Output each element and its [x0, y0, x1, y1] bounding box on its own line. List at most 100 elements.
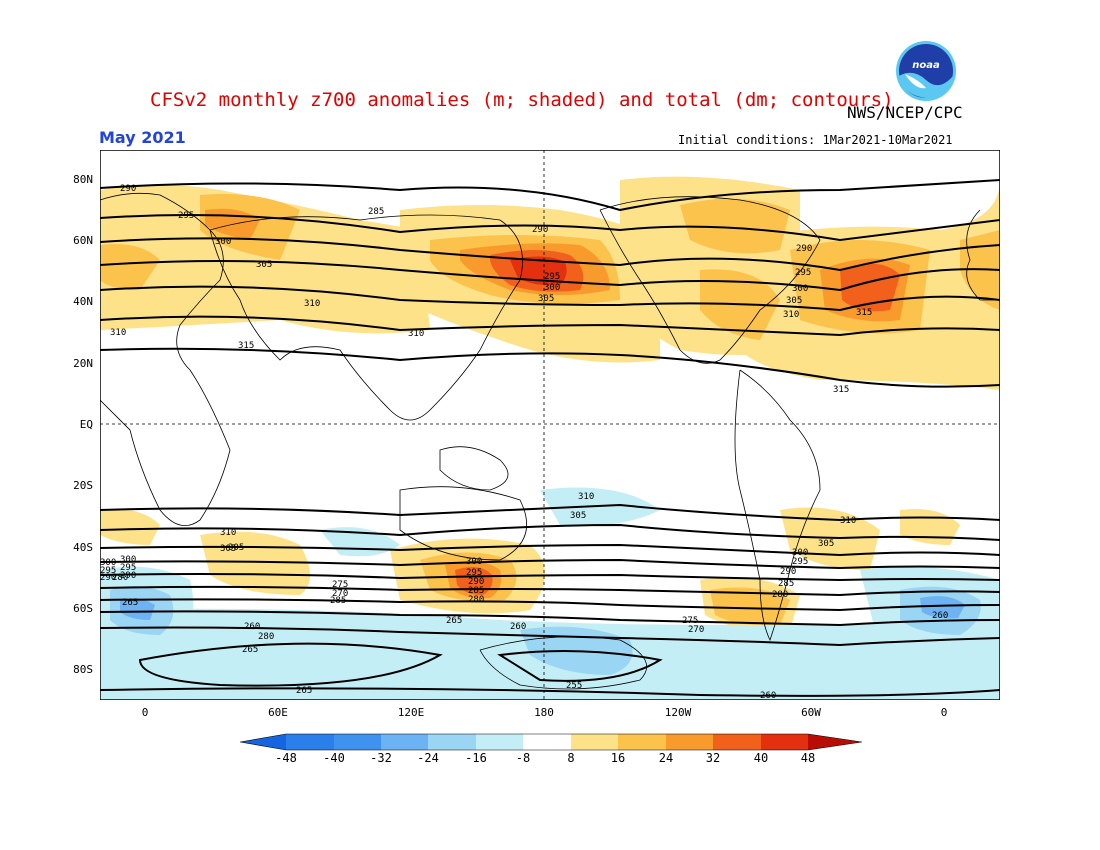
coastlines	[100, 192, 1000, 690]
contour-label: 295	[100, 566, 116, 576]
contour-label: 260	[510, 622, 526, 632]
contour-label: 295	[178, 211, 194, 221]
colorbar-label: -32	[370, 751, 392, 765]
contour-label: 285	[330, 596, 346, 606]
contour-label: 310	[220, 528, 236, 538]
contour-label: 275	[332, 580, 348, 590]
colorbar-label: -48	[275, 751, 297, 765]
contour-label: 265	[122, 598, 138, 608]
contour-labels: 290 285 295 300 305 310 315 290 295 300 …	[100, 184, 948, 700]
contour-label: 285	[468, 586, 484, 596]
lon-label: 120W	[664, 706, 692, 719]
colorbar-cell	[571, 734, 618, 750]
positive-anomaly-shading	[100, 176, 1000, 390]
colorbar-label: 8	[567, 751, 575, 765]
contour-label: 300	[792, 284, 808, 294]
contour-label: 290	[120, 571, 136, 581]
colorbar	[240, 733, 862, 751]
colorbar-cell	[618, 734, 666, 750]
colorbar-label: -8	[515, 751, 531, 765]
colorbar-cell	[808, 734, 862, 750]
contour-label: 265	[446, 616, 462, 626]
contour-label: 260	[760, 691, 776, 700]
contour-label: 310	[840, 516, 856, 526]
anomaly-map: 290 285 295 300 305 310 315 290 295 300 …	[100, 150, 1000, 700]
lat-label: 20S	[73, 479, 93, 492]
lat-label: 40S	[73, 541, 93, 554]
contour-label: 310	[304, 299, 320, 309]
lat-label: 40N	[73, 295, 93, 308]
lat-label: 60S	[73, 602, 93, 615]
contour-label: 265	[242, 645, 258, 655]
lon-label: 60E	[268, 706, 288, 719]
contour-label: 290	[120, 184, 136, 194]
colorbar-label: 24	[658, 751, 674, 765]
contour-label: 280	[772, 590, 788, 600]
contour-label: 310	[408, 329, 424, 339]
lat-label: 20N	[73, 357, 93, 370]
contour-label: 260	[932, 611, 948, 621]
contour-label: 280	[468, 595, 484, 605]
contour-label: 290	[468, 577, 484, 587]
colorbar-cell	[381, 734, 428, 750]
contour-label: 290	[532, 225, 548, 235]
contour-label: 270	[688, 625, 704, 635]
contour-label: 290	[780, 567, 796, 577]
colorbar-cell	[428, 734, 476, 750]
colorbar-label: 32	[705, 751, 721, 765]
contour-label: 295	[120, 563, 136, 573]
valid-month: May 2021	[99, 128, 186, 147]
colorbar-label: -16	[465, 751, 487, 765]
height-contours	[100, 179, 1000, 697]
contour-label: 315	[856, 308, 872, 318]
contour-label: 310	[783, 310, 799, 320]
initial-conditions: Initial conditions: 1Mar2021-10Mar2021	[678, 133, 953, 147]
contour-label: 260	[244, 622, 260, 632]
contour-label: 280	[258, 632, 274, 642]
contour-label: 255	[566, 681, 582, 691]
contour-label: 305	[570, 511, 586, 521]
contour-label: 305	[220, 544, 236, 554]
noaa-logo: noaa	[896, 41, 956, 101]
contour-label: 290	[100, 573, 116, 583]
contour-label: 300	[120, 555, 136, 565]
colorbar-cell	[713, 734, 761, 750]
contour-label: 265	[296, 686, 312, 696]
contour-label: 295	[792, 557, 808, 567]
contour-label: 300	[792, 548, 808, 558]
colorbar-label: -40	[323, 751, 345, 765]
contour-label: 305	[818, 539, 834, 549]
contour-label: 295	[544, 272, 560, 282]
contour-label: 310	[110, 328, 126, 338]
colorbar-cell	[666, 734, 713, 750]
contour-label: 285	[368, 207, 384, 217]
contour-label: 300	[544, 283, 560, 293]
colorbar-cell	[240, 734, 286, 750]
colorbar-cell	[286, 734, 334, 750]
lon-label: 0	[141, 706, 149, 719]
colorbar-cell	[476, 734, 523, 750]
chart-title: CFSv2 monthly z700 anomalies (m; shaded)…	[150, 89, 894, 111]
contour-label: 290	[796, 244, 812, 254]
contour-label: 280	[112, 573, 128, 583]
contour-label: 275	[682, 616, 698, 626]
contour-label: 285	[778, 579, 794, 589]
contour-label: 315	[238, 341, 254, 351]
colorbar-cell	[523, 734, 571, 750]
colorbar-label: -24	[417, 751, 439, 765]
lon-label: 120E	[397, 706, 425, 719]
lat-label: 80S	[73, 663, 93, 676]
agency-label: NWS/NCEP/CPC	[847, 103, 963, 122]
lon-label: 60W	[801, 706, 821, 719]
colorbar-label: 48	[800, 751, 816, 765]
colorbar-label: 40	[753, 751, 769, 765]
contour-label: 305	[538, 294, 554, 304]
contour-label: 300	[100, 558, 116, 568]
noaa-logo-text: noaa	[912, 60, 940, 71]
lat-label: 80N	[73, 173, 93, 186]
lon-label: 0	[940, 706, 948, 719]
lon-label: 180	[534, 706, 554, 719]
contour-label: 305	[786, 296, 802, 306]
colorbar-label: 16	[610, 751, 626, 765]
lat-label: EQ	[79, 418, 93, 431]
